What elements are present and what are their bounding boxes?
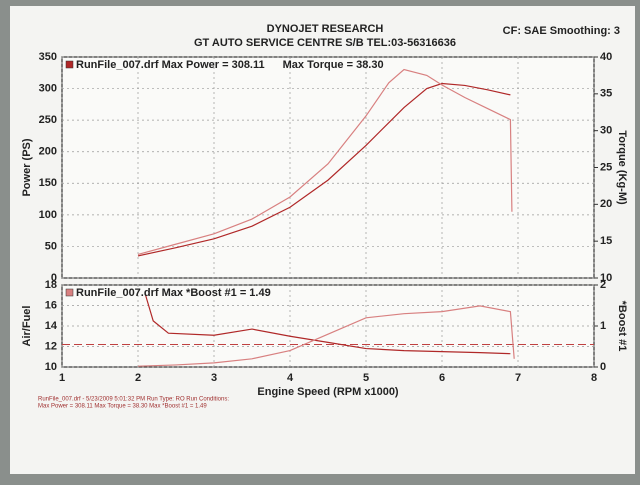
y-tick-label: 14 — [45, 320, 58, 332]
series-line — [137, 68, 513, 256]
legend-entry: RunFile_007.drf Max Power = 308.11 — [76, 59, 265, 71]
y2-tick-label: 0 — [600, 361, 606, 373]
x-tick-label: 8 — [591, 372, 597, 384]
y2-tick-label: 10 — [600, 272, 612, 284]
plot-area — [61, 56, 595, 279]
header-subtitle: GT AUTO SERVICE CENTRE S/B TEL:03-563166… — [194, 37, 456, 49]
x-axis-label: Engine Speed (RPM x1000) — [257, 386, 399, 398]
x-tick-label: 5 — [363, 372, 369, 384]
y2-tick-label: 40 — [600, 51, 612, 63]
footer-line: RunFile_007.drf - 5/23/2009 5:01:32 PM R… — [38, 397, 229, 403]
y-tick-label: 200 — [39, 146, 57, 158]
legend-entry: RunFile_007.drf Max *Boost #1 = 1.49 — [76, 287, 271, 299]
x-tick-label: 4 — [287, 372, 294, 384]
y-tick-label: 300 — [39, 82, 57, 94]
x-tick-label: 7 — [515, 372, 521, 384]
y-tick-label: 10 — [45, 361, 57, 373]
series-line — [145, 295, 511, 355]
y-tick-label: 18 — [45, 279, 57, 291]
y-tick-label: 100 — [39, 209, 57, 221]
y2-axis-label: Torque (Kg-M) — [616, 130, 628, 205]
y2-tick-label: 20 — [600, 198, 612, 210]
legend-swatch — [65, 60, 74, 69]
legend-swatch — [65, 288, 74, 297]
y-tick-label: 250 — [39, 114, 57, 126]
y-tick-label: 150 — [39, 177, 57, 189]
y2-tick-label: 30 — [600, 125, 612, 137]
y2-tick-label: 15 — [600, 235, 612, 247]
x-tick-label: 6 — [439, 372, 445, 384]
x-tick-label: 1 — [59, 372, 65, 384]
y2-tick-label: 1 — [600, 320, 606, 332]
series-line — [137, 305, 515, 367]
x-tick-label: 2 — [135, 372, 141, 384]
footer-line: Max Power = 308.11 Max Torque = 38.30 Ma… — [38, 404, 207, 410]
y2-tick-label: 35 — [600, 88, 612, 100]
y-tick-label: 350 — [39, 51, 57, 63]
y2-tick-label: 2 — [600, 279, 606, 291]
x-tick-label: 3 — [211, 372, 217, 384]
y2-axis-label: *Boost #1 — [616, 301, 628, 352]
header-settings: CF: SAE Smoothing: 3 — [503, 25, 620, 37]
y-axis-label: Air/Fuel — [21, 306, 33, 347]
series-line — [137, 82, 511, 257]
y-tick-label: 16 — [45, 299, 57, 311]
y2-tick-label: 25 — [600, 161, 612, 173]
header-title: DYNOJET RESEARCH — [267, 23, 384, 35]
y-tick-label: 0 — [51, 272, 57, 284]
y-tick-label: 12 — [45, 340, 57, 352]
legend-entry: Max Torque = 38.30 — [283, 59, 384, 71]
y-tick-label: 50 — [45, 240, 57, 252]
y-axis-label: Power (PS) — [21, 138, 33, 196]
